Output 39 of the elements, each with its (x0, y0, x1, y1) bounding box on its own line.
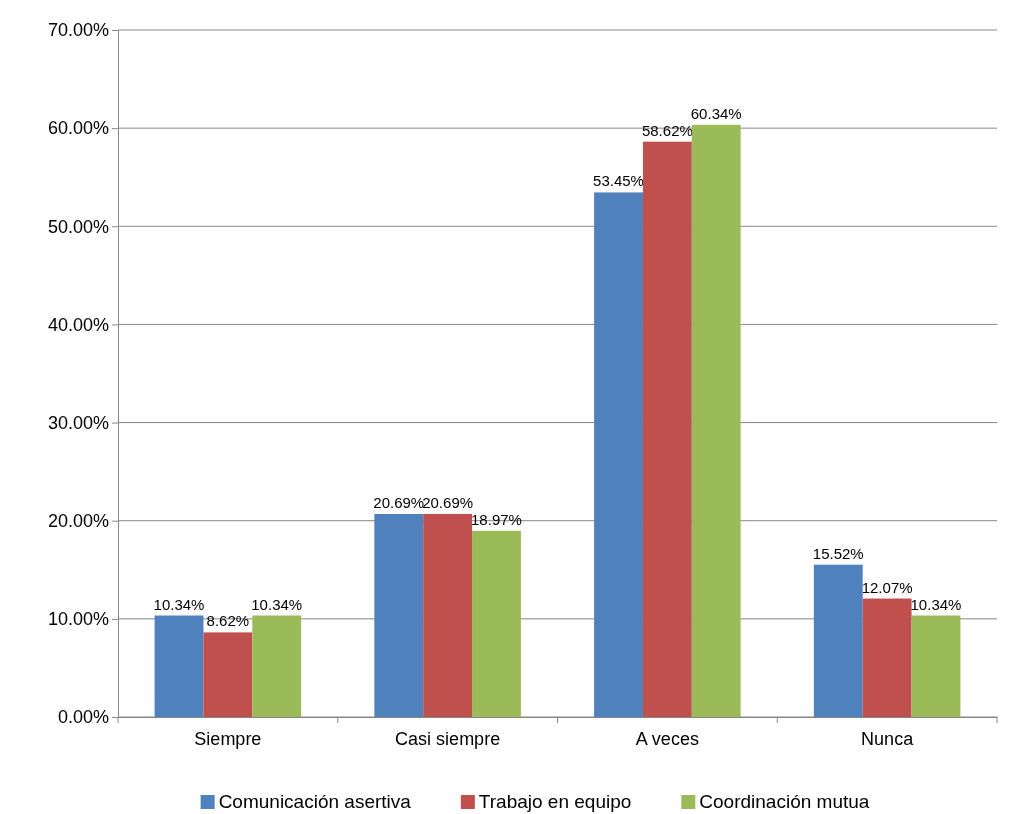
bar (472, 530, 521, 717)
y-tick-label: 60.00% (47, 118, 109, 139)
data-label: 15.52% (812, 544, 864, 562)
data-label: 20.69% (373, 493, 425, 511)
data-label: 53.45% (593, 172, 644, 190)
bar (252, 615, 302, 717)
x-tick-label: Siempre (194, 729, 262, 750)
data-label: 10.34% (910, 595, 962, 613)
data-label: 10.34% (153, 595, 205, 613)
y-tick-label: 20.00% (47, 510, 109, 531)
y-tick-label: 50.00% (47, 216, 109, 237)
bar (423, 513, 473, 717)
legend-label: Trabajo en equipo (478, 791, 632, 812)
data-label: 12.07% (861, 578, 913, 596)
data-label: 18.97% (471, 510, 522, 528)
data-label: 58.62% (641, 121, 693, 139)
data-label: 20.69% (422, 493, 474, 511)
data-label: 8.62% (206, 612, 250, 630)
bar (154, 615, 204, 717)
y-tick-label: 30.00% (47, 412, 109, 433)
bar (594, 192, 643, 717)
y-tick-label: 0.00% (57, 707, 109, 728)
data-label: 60.34% (690, 104, 742, 122)
bar (691, 124, 741, 717)
data-label: 10.34% (251, 595, 303, 613)
bar (203, 632, 253, 717)
bar (642, 141, 692, 717)
y-tick-label: 10.00% (47, 609, 109, 630)
x-tick-label: Casi siempre (395, 729, 501, 750)
bar (813, 564, 863, 717)
legend-label: Comunicación asertiva (218, 791, 412, 812)
bar (911, 615, 961, 717)
bar (862, 598, 912, 717)
legend-label: Coordinación mutua (699, 791, 870, 812)
x-tick-label: Nunca (861, 729, 915, 750)
y-tick-label: 40.00% (47, 314, 109, 335)
bar (374, 513, 424, 717)
y-tick-label: 70.00% (47, 20, 109, 41)
x-tick-label: A veces (635, 729, 699, 750)
